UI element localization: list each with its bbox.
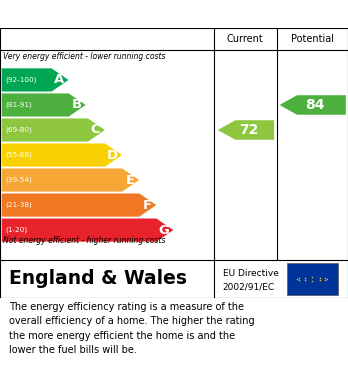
Text: (1-20): (1-20) [5,227,27,233]
Text: (21-38): (21-38) [5,202,32,208]
Polygon shape [2,169,139,192]
Text: Potential: Potential [291,34,334,44]
Text: Not energy efficient - higher running costs: Not energy efficient - higher running co… [3,236,166,245]
Text: B: B [71,99,81,111]
Text: (69-80): (69-80) [5,127,32,133]
Polygon shape [2,68,69,91]
Polygon shape [2,118,105,142]
Text: (92-100): (92-100) [5,77,37,83]
Text: (81-91): (81-91) [5,102,32,108]
Text: D: D [107,149,118,161]
Text: The energy efficiency rating is a measure of the
overall efficiency of a home. T: The energy efficiency rating is a measur… [9,302,254,355]
Text: F: F [142,199,151,212]
Polygon shape [2,219,173,242]
Text: A: A [54,74,64,86]
Text: EU Directive: EU Directive [223,269,279,278]
Polygon shape [279,95,346,115]
Text: (39-54): (39-54) [5,177,32,183]
Text: G: G [159,224,169,237]
Polygon shape [2,194,156,217]
Text: (55-68): (55-68) [5,152,32,158]
Text: Very energy efficient - lower running costs: Very energy efficient - lower running co… [3,52,166,61]
Text: 72: 72 [239,123,258,137]
Text: Energy Efficiency Rating: Energy Efficiency Rating [9,7,219,22]
Polygon shape [218,120,274,140]
Text: E: E [125,174,134,187]
Polygon shape [2,93,86,117]
Bar [287,263,338,295]
Text: 2002/91/EC: 2002/91/EC [223,282,275,291]
Text: England & Wales: England & Wales [9,269,187,289]
Polygon shape [2,143,122,167]
Text: Current: Current [227,34,264,44]
Text: 84: 84 [306,98,325,112]
Text: C: C [91,124,100,136]
